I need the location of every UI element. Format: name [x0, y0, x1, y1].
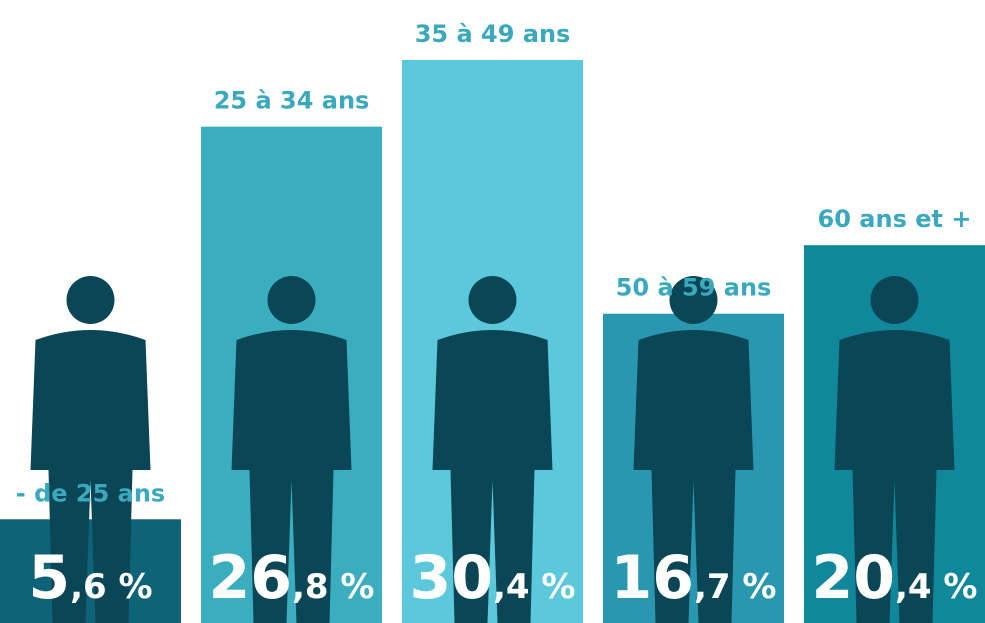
- category-label: 35 à 49 ans: [415, 20, 571, 48]
- silhouette-head: [871, 276, 919, 324]
- category-label: 60 ans et +: [818, 205, 972, 233]
- chart: - de 25 ans5,6 %25 à 34 ans26,8 %35 à 49…: [0, 0, 985, 623]
- category-label: 50 à 59 ans: [616, 274, 772, 302]
- silhouette-head: [268, 276, 316, 324]
- silhouette-head: [469, 276, 517, 324]
- silhouette-head: [67, 276, 115, 324]
- category-label: - de 25 ans: [16, 479, 165, 507]
- category-label: 25 à 34 ans: [214, 87, 370, 115]
